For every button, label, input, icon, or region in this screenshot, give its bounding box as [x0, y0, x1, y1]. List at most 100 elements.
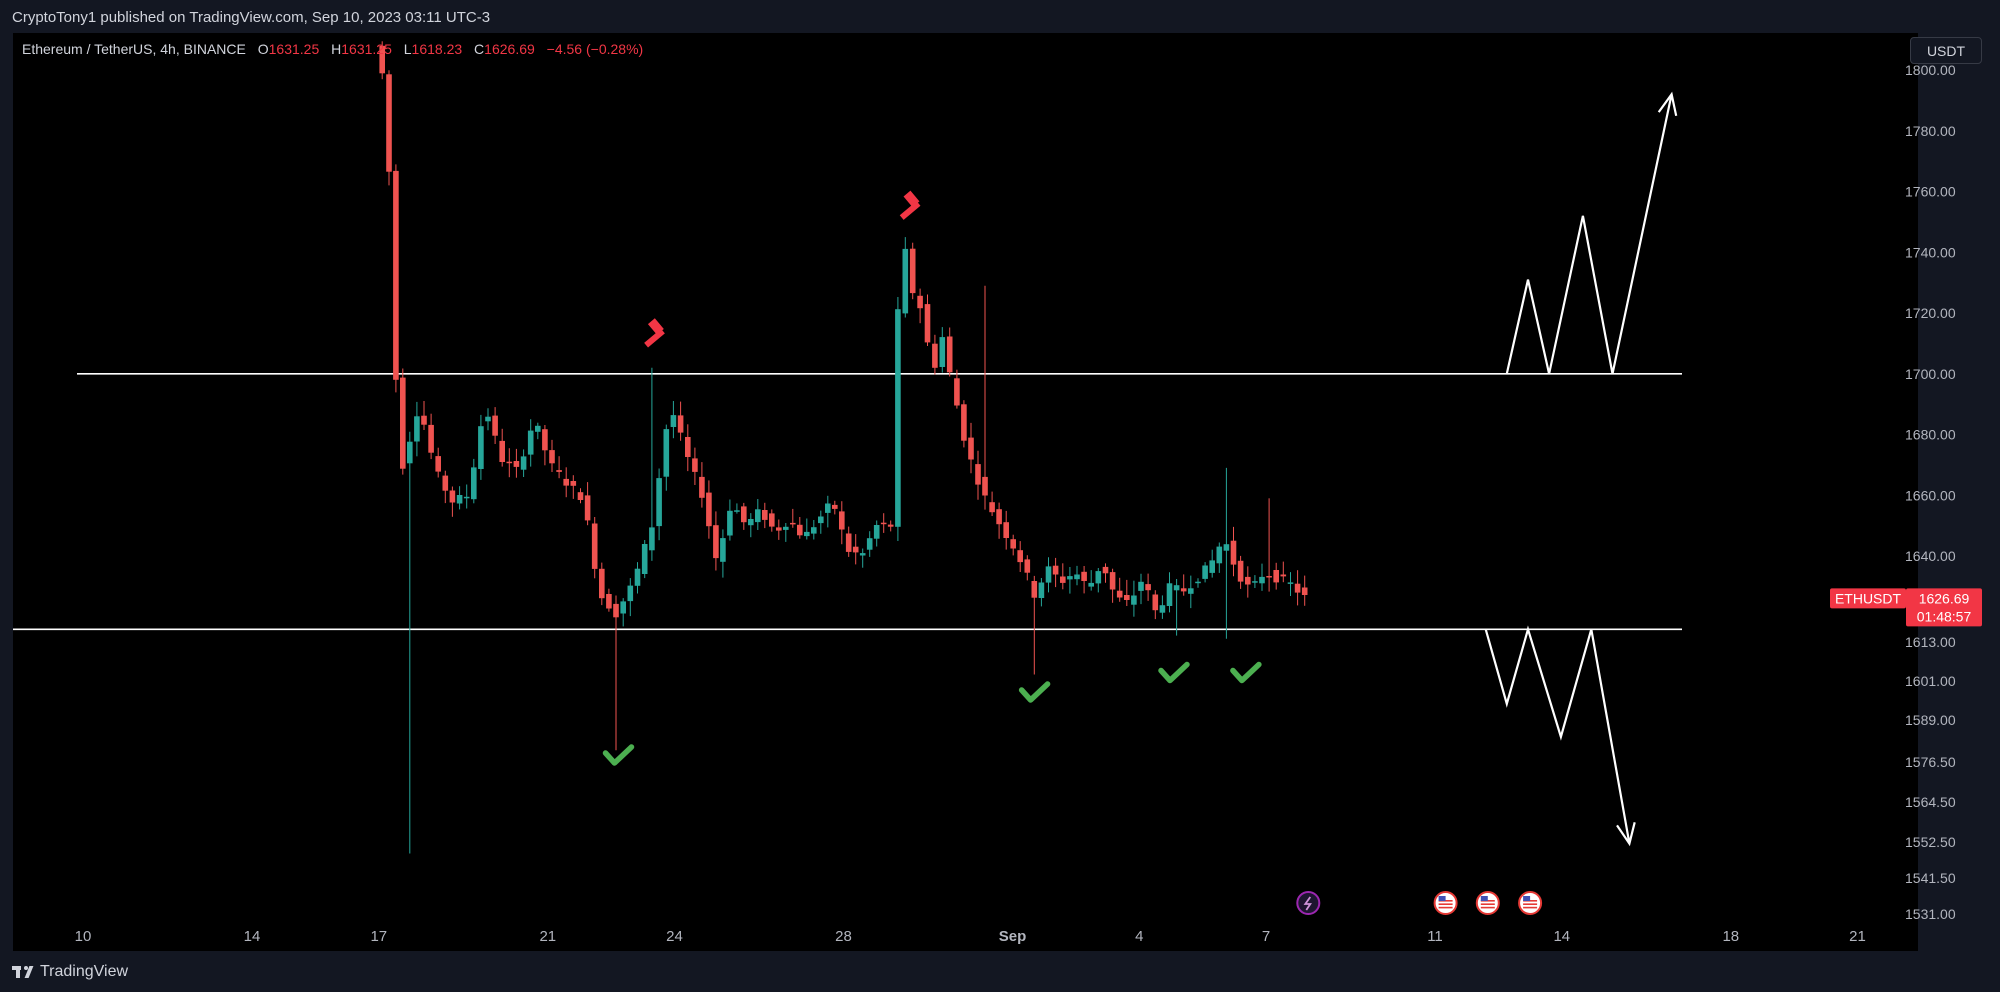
- candle-body: [1152, 594, 1159, 611]
- annotations: [602, 190, 1262, 766]
- bearish-arrow-head: [1616, 822, 1636, 847]
- candle-body: [975, 464, 981, 485]
- time-tick-label: 21: [539, 928, 556, 945]
- lightning-event-icon: [1296, 891, 1321, 915]
- candle-body: [946, 336, 953, 373]
- candle-body: [513, 461, 520, 467]
- check-mark-icon: [1230, 661, 1262, 684]
- candle-body: [591, 523, 598, 569]
- price-tick-label: 1601.00: [1905, 673, 1956, 689]
- price-tick-label: 1760.00: [1905, 184, 1956, 200]
- candle-body: [818, 516, 824, 524]
- candle-body: [1024, 559, 1031, 573]
- candle-body: [989, 502, 995, 513]
- candle-body: [832, 504, 838, 509]
- candle-body: [556, 470, 562, 472]
- candle-body: [1287, 582, 1294, 584]
- candle-body: [769, 513, 775, 527]
- candle-body: [713, 525, 719, 559]
- candle-body: [1180, 588, 1187, 592]
- candle-body: [748, 519, 754, 526]
- candle-body: [1074, 574, 1080, 580]
- candle-body: [577, 492, 584, 500]
- brand[interactable]: TradingView: [12, 963, 128, 981]
- candle-body: [1294, 583, 1301, 593]
- candle-body: [677, 415, 684, 433]
- candle-body: [663, 429, 670, 477]
- candle-body: [1216, 546, 1223, 564]
- price-tag: ETHUSDT 1626.69 01:48:57: [1830, 588, 1982, 627]
- candle-body: [499, 440, 505, 462]
- candle-body: [1010, 539, 1016, 549]
- candle-body: [649, 527, 655, 551]
- candle-body: [670, 415, 677, 427]
- event-markers[interactable]: [1296, 891, 1543, 915]
- bullish-projection-path: [1505, 94, 1673, 375]
- candle-body: [727, 510, 733, 536]
- check-mark-icon: [1018, 681, 1051, 703]
- candle-body: [627, 585, 634, 602]
- candle-body: [485, 416, 491, 422]
- high-value: 1631.25: [341, 41, 392, 57]
- candle-body: [706, 492, 712, 527]
- open-value: 1631.25: [268, 41, 320, 57]
- candle-body: [866, 538, 873, 550]
- bar-countdown-text: 01:48:57: [1917, 608, 1972, 624]
- hammer-candle-icon: [644, 318, 665, 348]
- us-flag-event-icon: [1518, 891, 1543, 915]
- candle-body: [917, 295, 923, 309]
- price-tick-label: 1780.00: [1905, 123, 1956, 139]
- candle-body: [839, 511, 845, 530]
- price-tick-label: 1800.00: [1905, 62, 1956, 78]
- time-axis[interactable]: 10 14 17 21 24 28 Sep 4 7 11 14 18 21: [75, 928, 1866, 945]
- candle-body: [570, 481, 577, 486]
- candle-body: [1067, 576, 1073, 580]
- candle-body: [1245, 576, 1251, 585]
- candle-body: [804, 531, 810, 537]
- candle-body: [852, 546, 859, 553]
- candle-body: [1003, 522, 1009, 538]
- check-mark-icon: [1158, 661, 1190, 684]
- price-tick-label: 1541.50: [1905, 870, 1956, 886]
- candle-body: [762, 510, 768, 520]
- candle-body: [1280, 574, 1287, 577]
- low-value: 1618.23: [411, 41, 463, 57]
- candle-body: [982, 476, 988, 496]
- time-tick-label: 21: [1849, 928, 1866, 945]
- time-tick-label: 18: [1722, 928, 1739, 945]
- candle-body: [1102, 566, 1109, 574]
- price-tick-label: 1660.00: [1905, 487, 1956, 503]
- candle-body: [414, 416, 420, 442]
- price-tick-label: 1720.00: [1905, 305, 1956, 321]
- candle-body: [873, 525, 880, 539]
- time-tick-label: Sep: [999, 928, 1027, 945]
- candle-body: [734, 510, 740, 512]
- candle-body: [1188, 588, 1194, 594]
- price-tick-label: 1589.00: [1905, 712, 1956, 728]
- candle-body: [1017, 550, 1023, 563]
- candle-body: [968, 437, 974, 460]
- currency-unit-button[interactable]: USDT: [1910, 37, 1982, 64]
- candle-body: [471, 467, 477, 500]
- published-text: CryptoTony1 published on TradingView.com…: [12, 9, 491, 26]
- price-tick-label: 1531.00: [1905, 906, 1956, 922]
- price-axis[interactable]: 1800.00 1780.00 1760.00 1740.00 1720.00 1700.…: [1905, 62, 1956, 922]
- chart-area[interactable]: [13, 33, 1918, 951]
- time-tick-label: 28: [835, 928, 852, 945]
- candle-body: [895, 309, 901, 527]
- candles: [379, 41, 1308, 854]
- symbol-legend: Ethereum / TetherUS, 4h, BINANCE O1631.2…: [22, 41, 643, 57]
- candle-body: [606, 594, 612, 609]
- candle-body: [527, 430, 534, 455]
- candle-body: [1081, 571, 1087, 581]
- price-tick-label: 1700.00: [1905, 366, 1956, 382]
- low-label: L: [403, 41, 412, 57]
- candle-body: [656, 478, 662, 527]
- candle-body: [741, 506, 747, 523]
- candle-body: [1166, 583, 1173, 606]
- candle-body: [1301, 587, 1308, 595]
- candle-body: [797, 524, 803, 536]
- candle-body: [1038, 582, 1045, 598]
- candle-body: [887, 524, 894, 527]
